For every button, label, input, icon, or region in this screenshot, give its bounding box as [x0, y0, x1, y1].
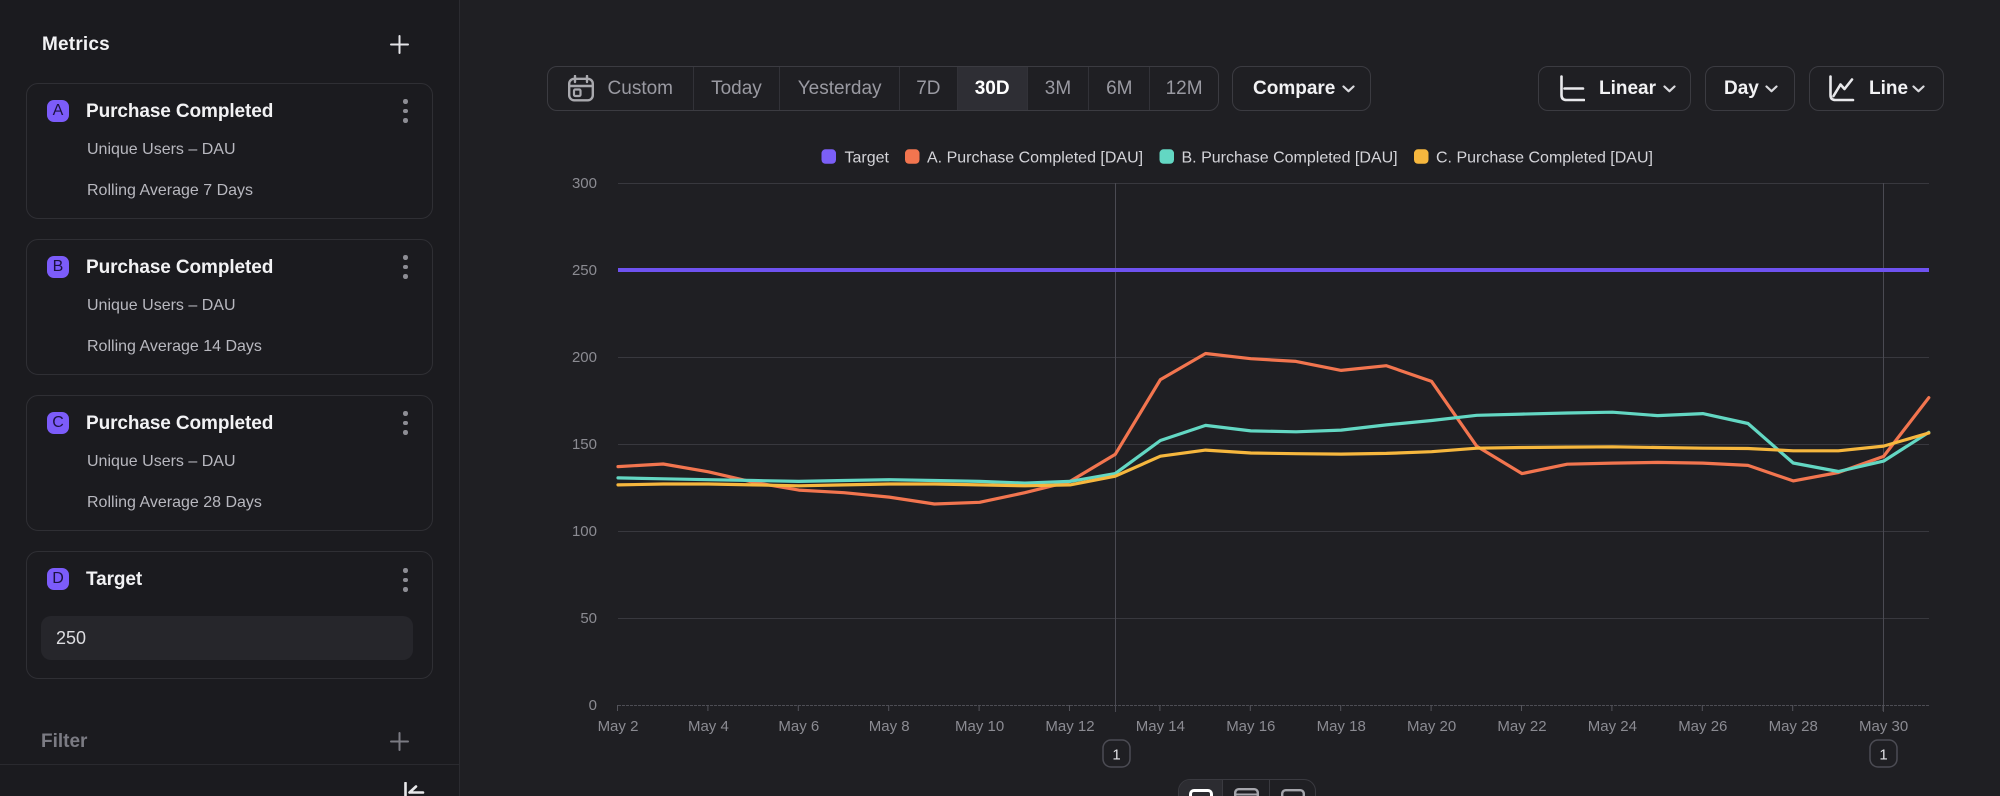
- svg-text:May 2: May 2: [598, 718, 639, 735]
- svg-text:May 14: May 14: [1136, 718, 1185, 735]
- svg-text:0: 0: [589, 697, 597, 714]
- svg-text:1: 1: [1112, 747, 1120, 764]
- svg-text:May 4: May 4: [688, 718, 729, 735]
- svg-text:May 18: May 18: [1317, 718, 1366, 735]
- svg-text:A. Purchase Completed [DAU]: A. Purchase Completed [DAU]: [927, 149, 1143, 166]
- svg-text:May 28: May 28: [1769, 718, 1818, 735]
- svg-text:150: 150: [572, 436, 597, 453]
- svg-text:50: 50: [580, 610, 597, 627]
- svg-text:May 8: May 8: [869, 718, 910, 735]
- svg-text:May 22: May 22: [1497, 718, 1546, 735]
- svg-text:May 30: May 30: [1859, 718, 1908, 735]
- svg-text:250: 250: [572, 262, 597, 279]
- svg-text:300: 300: [572, 175, 597, 192]
- svg-text:May 10: May 10: [955, 718, 1004, 735]
- svg-text:200: 200: [572, 349, 597, 366]
- svg-text:May 24: May 24: [1588, 718, 1637, 735]
- svg-text:Target: Target: [845, 149, 890, 166]
- svg-text:B. Purchase Completed [DAU]: B. Purchase Completed [DAU]: [1182, 149, 1398, 166]
- svg-text:1: 1: [1879, 747, 1887, 764]
- svg-text:May 12: May 12: [1045, 718, 1094, 735]
- svg-text:May 26: May 26: [1678, 718, 1727, 735]
- svg-text:100: 100: [572, 523, 597, 540]
- svg-text:C. Purchase Completed [DAU]: C. Purchase Completed [DAU]: [1436, 149, 1653, 166]
- svg-text:May 16: May 16: [1226, 718, 1275, 735]
- svg-text:May 20: May 20: [1407, 718, 1456, 735]
- svg-text:May 6: May 6: [778, 718, 819, 735]
